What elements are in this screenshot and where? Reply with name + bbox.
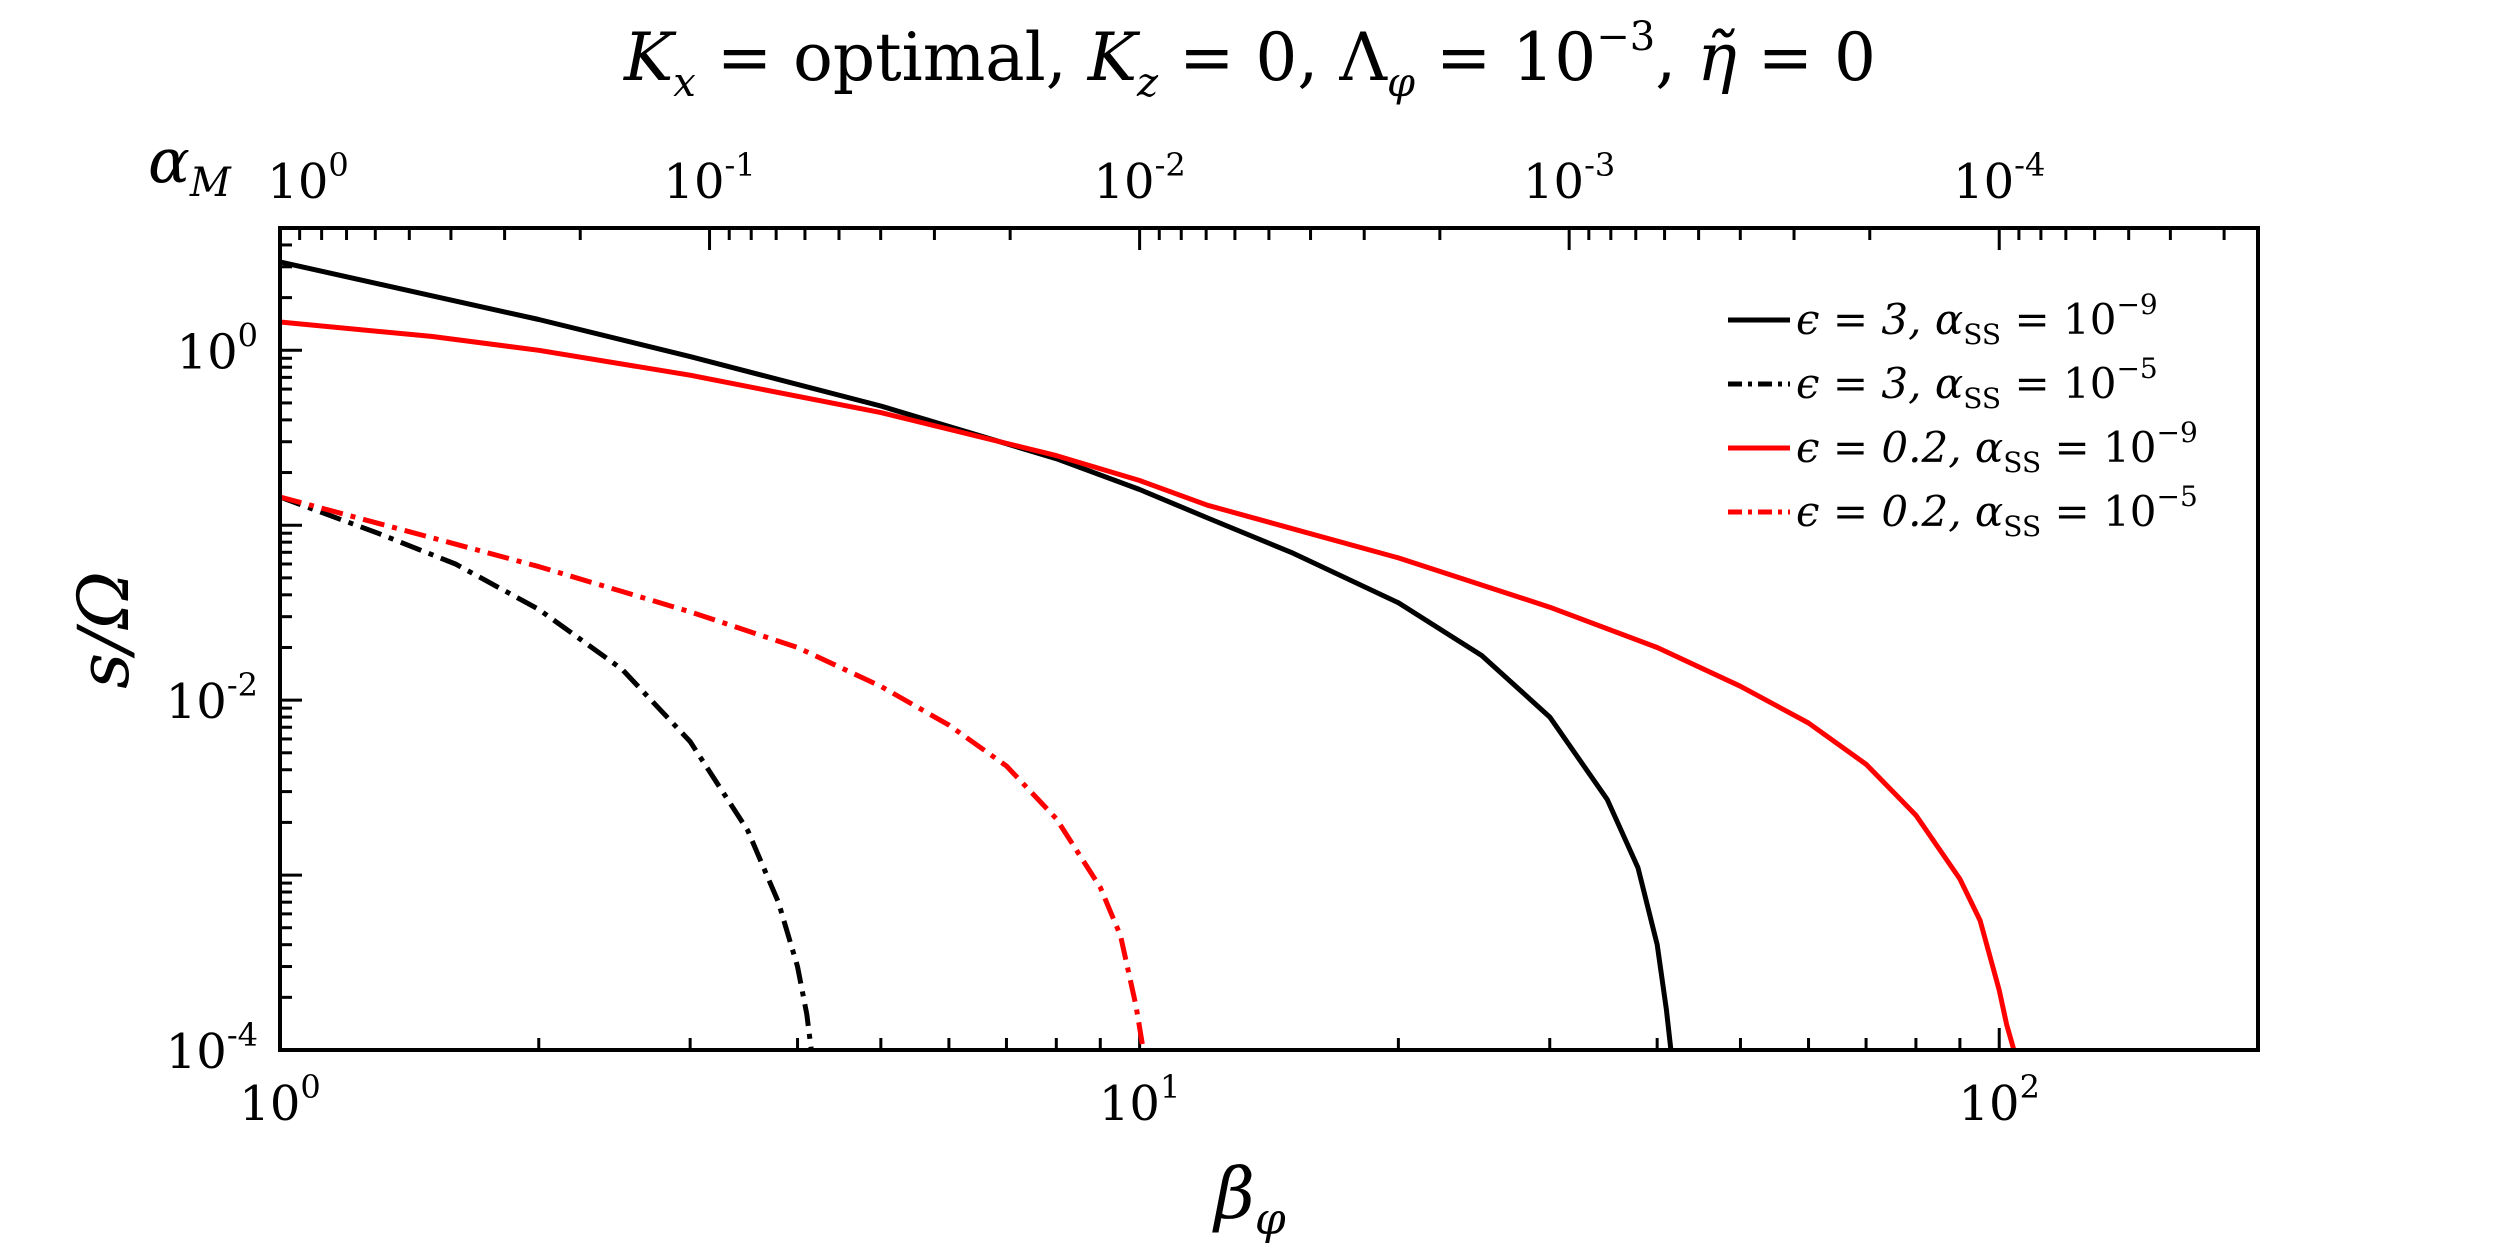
top-tick-label: 100 (267, 146, 348, 210)
x-axis-label: βφ (1211, 1153, 1285, 1245)
series-lines (279, 259, 2017, 1051)
legend-label: ϵ = 0.2, αSS = 10−9 (1796, 416, 2198, 479)
legend-label: ϵ = 0.2, αSS = 10−5 (1796, 480, 2198, 543)
series-line-4 (279, 494, 1146, 1051)
axis-ticks (278, 226, 2260, 1052)
y-tick-label: 100 (177, 316, 258, 380)
chart-title: Kx = optimal, Kz = 0, Λφ = 10−3, η̃ = 0 (623, 14, 1876, 106)
top-axis-label: αM (148, 124, 232, 206)
top-tick-label: 10-2 (1093, 146, 1185, 210)
top-tick-label: 10-3 (1523, 146, 1615, 210)
series-line-2 (279, 494, 814, 1051)
top-tick-label: 10-4 (1953, 146, 2045, 210)
legend-label: ϵ = 3, αSS = 10−9 (1796, 288, 2158, 351)
y-tick-label: 10-4 (166, 1016, 258, 1080)
top-tick-label: 10-1 (663, 146, 755, 210)
plot-frame (278, 226, 2260, 1052)
y-axis-label: s/Ω (63, 571, 145, 689)
x-tick-label: 100 (239, 1068, 320, 1132)
x-tick-label: 102 (1959, 1068, 2040, 1132)
series-line-1 (279, 259, 1674, 1051)
y-tick-label: 10-2 (166, 666, 258, 730)
x-tick-label: 101 (1099, 1068, 1180, 1132)
legend-label: ϵ = 3, αSS = 10−5 (1796, 352, 2158, 415)
series-line-3 (279, 319, 2017, 1051)
legend: ϵ = 3, αSS = 10−9ϵ = 3, αSS = 10−5ϵ = 0.… (1728, 288, 2198, 543)
